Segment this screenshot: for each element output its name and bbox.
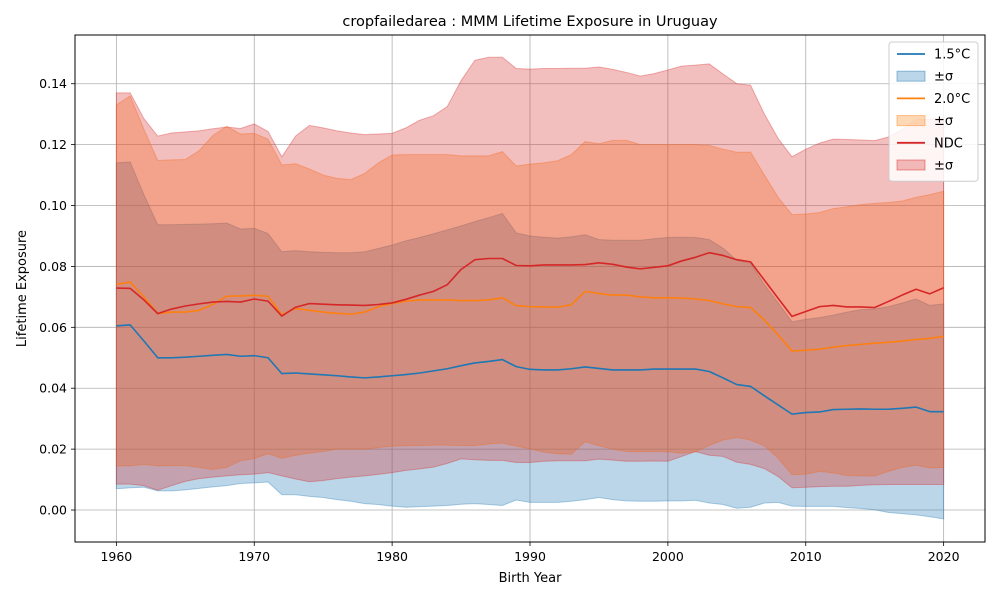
y-tick-label: 0.14	[39, 76, 67, 91]
x-tick-label: 2000	[652, 549, 684, 564]
sigma-band-series-2	[115, 56, 945, 491]
legend-label: ±σ	[934, 70, 953, 85]
x-tick-label: 2010	[790, 549, 822, 564]
grid	[75, 35, 985, 542]
mean-line-series-2	[116, 251, 944, 318]
legend-label: 1.5°C	[934, 48, 970, 63]
axis-ticks: 1960 1970 1980 1990 2000 2010 2020 0.00 0.02 0.04…	[39, 76, 959, 564]
y-axis-label: Lifetime Exposure	[15, 230, 30, 347]
y-tick-label: 0.10	[39, 198, 67, 213]
legend-label: ±σ	[934, 159, 953, 174]
legend-label: NDC	[934, 136, 963, 151]
x-axis-label: Birth Year	[499, 571, 563, 586]
y-tick-label: 0.08	[39, 259, 67, 274]
chart-title: cropfailedarea : MMM Lifetime Exposure i…	[342, 14, 718, 30]
legend-box	[888, 41, 979, 182]
x-tick-label: 1990	[514, 549, 546, 564]
legend-label: 2.0°C	[934, 92, 970, 107]
sigma-band-series-0	[115, 161, 945, 520]
x-tick-label: 1970	[238, 549, 270, 564]
mean-line-series-1	[116, 281, 944, 352]
series-lines	[116, 251, 944, 415]
legend-label: ±σ	[934, 114, 953, 129]
y-tick-label: 0.02	[39, 442, 67, 457]
legend-band-swatch	[896, 159, 926, 171]
y-tick-label: 0.12	[39, 137, 67, 152]
mean-line-series-0	[116, 324, 944, 415]
y-tick-label: 0.00	[39, 503, 67, 518]
legend-band-swatch	[896, 70, 926, 82]
x-tick-label: 1980	[376, 549, 408, 564]
legend: 1.5°C ±σ 2.0°C ±σ NDC ±σ	[888, 41, 979, 182]
sigma-band-series-1	[115, 95, 945, 477]
legend-band-swatch	[896, 115, 926, 127]
x-tick-label: 2020	[928, 549, 960, 564]
y-tick-label: 0.04	[39, 381, 67, 396]
x-tick-label: 1960	[100, 549, 132, 564]
uncertainty-bands	[115, 56, 945, 520]
y-tick-label: 0.06	[39, 320, 67, 335]
